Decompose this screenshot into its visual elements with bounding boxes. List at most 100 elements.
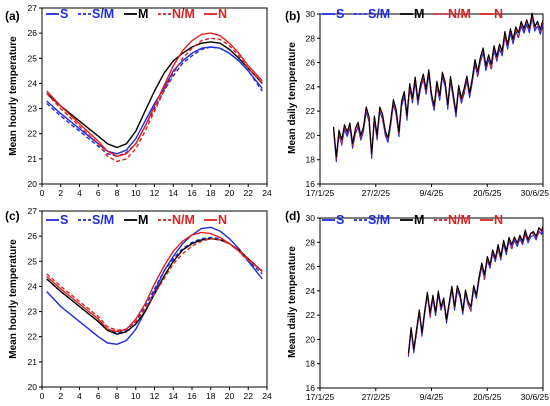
y-tick-label: 20 [28, 179, 38, 189]
panel-a-legend: S S/M M N/M N [46, 7, 227, 21]
y-tick-label: 27 [28, 206, 38, 216]
series-line-m [333, 12, 544, 158]
y-tick-label: 16 [306, 383, 316, 393]
panel-c-plot-area [41, 210, 268, 388]
series-line-s-m [46, 46, 263, 158]
x-tick-label: 9/4/25 [420, 392, 444, 402]
panel-d-label: (d) [285, 209, 300, 223]
panel-c-ylabel: Mean hourly temperature [8, 239, 19, 359]
y-tick-label: 26 [306, 262, 316, 272]
x-tick-label: 22 [244, 391, 254, 401]
legend-label-m: M [138, 7, 148, 21]
x-tick-label: 10 [131, 188, 141, 198]
x-tick-label: 0 [40, 391, 45, 401]
x-tick-label: 4 [77, 188, 82, 198]
y-tick-label: 23 [28, 104, 38, 114]
legend-label-s-m: S/M [92, 213, 114, 227]
panel-d: (d) Mean daily temperature 17/1/25 27/2/2… [285, 209, 549, 402]
y-tick-label: 25 [28, 53, 38, 63]
legend-label-s: S [336, 7, 344, 21]
x-tick-label: 8 [115, 391, 120, 401]
legend-label-n: N [218, 7, 227, 21]
panel-b-series [333, 12, 544, 163]
y-tick-label: 16 [306, 179, 316, 189]
y-tick-label: 25 [28, 256, 38, 266]
y-tick-label: 26 [28, 28, 38, 38]
y-tick-label: 21 [28, 154, 38, 164]
y-tick-label: 22 [28, 332, 38, 342]
y-tick-label: 22 [28, 129, 38, 139]
legend-label-s: S [60, 7, 68, 21]
panel-c-legend: S S/M M N/M N [46, 213, 227, 227]
x-tick-label: 20 [225, 188, 235, 198]
x-tick-label: 0 [40, 188, 45, 198]
x-tick-label: 20/5/25 [473, 392, 502, 402]
series-line-m [407, 225, 544, 354]
y-tick-label: 28 [306, 237, 316, 247]
series-line-s-m [46, 236, 263, 334]
x-tick-label: 14 [169, 391, 179, 401]
panel-c-label: (c) [5, 209, 20, 223]
x-tick-label: 6 [96, 391, 101, 401]
x-tick-label: 18 [206, 188, 216, 198]
y-tick-label: 20 [306, 130, 316, 140]
panel-d-ticks: 17/1/25 27/2/25 9/4/25 20/5/25 30/6/25 16 18 20… [306, 213, 550, 402]
panel-c: (c) Mean hourly temperature 0 2 4 6 8 10 12 14 1… [5, 206, 272, 401]
panel-b: (b) Mean daily temperature 17/1/25 27/2/2… [285, 7, 549, 198]
y-tick-label: 22 [306, 106, 316, 116]
x-tick-label: 9/4/25 [420, 188, 444, 198]
series-line-m [46, 41, 263, 149]
y-tick-label: 24 [306, 286, 316, 296]
y-tick-label: 22 [306, 310, 316, 320]
y-tick-label: 20 [28, 382, 38, 392]
legend-label-m: M [414, 213, 424, 227]
y-tick-label: 27 [28, 3, 38, 13]
x-tick-label: 6 [96, 188, 101, 198]
y-tick-label: 30 [306, 9, 316, 19]
panel-d-legend: S S/M M N/M N [322, 213, 503, 227]
legend-label-m: M [414, 7, 424, 21]
x-tick-label: 24 [262, 188, 272, 198]
y-tick-label: 21 [28, 357, 38, 367]
panel-d-series [407, 225, 544, 357]
y-tick-label: 28 [306, 33, 316, 43]
y-tick-label: 26 [28, 231, 38, 241]
x-tick-label: 27/2/25 [362, 188, 391, 198]
panel-b-legend: S S/M M N/M N [322, 7, 503, 21]
x-tick-label: 8 [115, 188, 120, 198]
x-tick-label: 18 [206, 391, 216, 401]
series-line-n-m [46, 37, 263, 163]
x-tick-label: 22 [244, 188, 254, 198]
legend-label-s-m: S/M [368, 7, 390, 21]
x-tick-label: 12 [150, 391, 160, 401]
x-tick-label: 17/1/25 [306, 188, 335, 198]
legend-label-n: N [218, 213, 227, 227]
legend-label-s-m: S/M [368, 213, 390, 227]
y-tick-label: 23 [28, 307, 38, 317]
y-tick-label: 24 [28, 78, 38, 88]
panel-a-label: (a) [5, 9, 20, 23]
y-tick-label: 18 [306, 359, 316, 369]
x-tick-label: 24 [262, 391, 272, 401]
y-tick-label: 24 [306, 82, 316, 92]
panel-b-ylabel: Mean daily temperature [287, 42, 298, 154]
x-tick-label: 10 [131, 391, 141, 401]
x-tick-label: 16 [187, 188, 197, 198]
panel-a-ylabel: Mean hourly temperature [8, 36, 19, 156]
legend-label-n-m: N/M [448, 7, 471, 21]
x-tick-label: 30/6/25 [521, 188, 550, 198]
series-line-s [46, 46, 263, 155]
series-line-m [46, 237, 263, 335]
x-tick-label: 30/6/25 [521, 392, 550, 402]
legend-label-n: N [494, 213, 503, 227]
x-tick-label: 17/1/25 [306, 392, 335, 402]
x-tick-label: 20 [225, 391, 235, 401]
legend-label-m: M [138, 213, 148, 227]
panel-d-ylabel: Mean daily temperature [287, 246, 298, 358]
y-tick-label: 20 [306, 334, 316, 344]
legend-label-n-m: N/M [172, 7, 195, 21]
x-tick-label: 12 [150, 188, 160, 198]
